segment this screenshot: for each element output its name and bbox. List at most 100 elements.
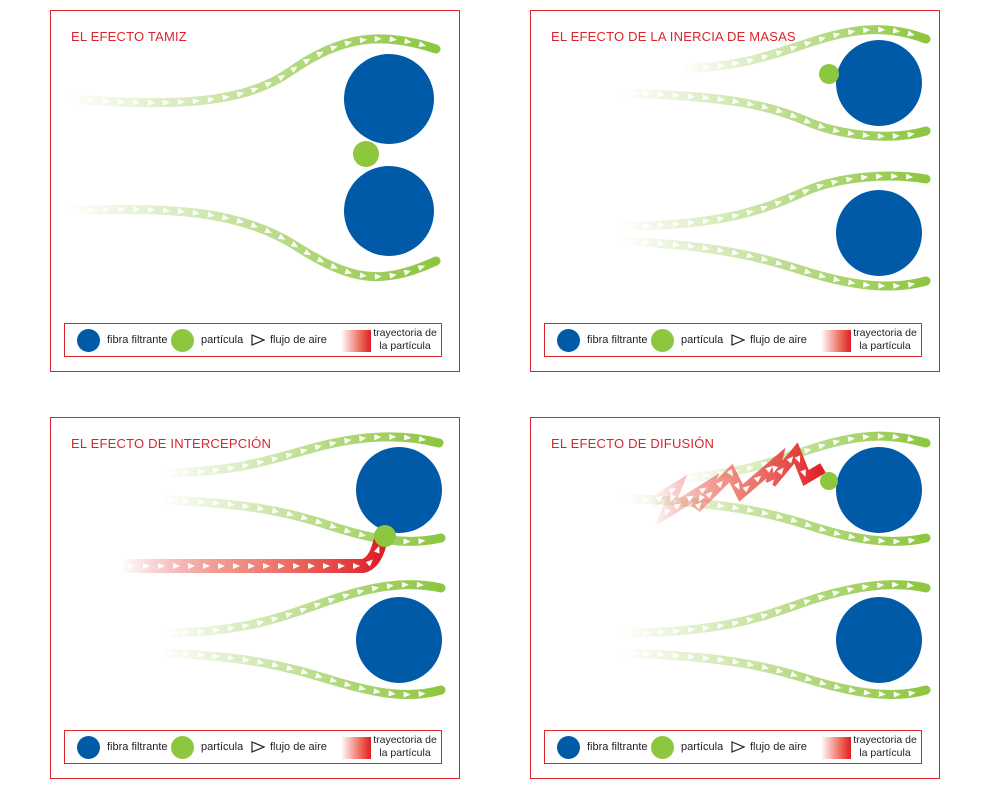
flow-arrow-marker xyxy=(746,252,754,259)
panel-tamiz: EL EFECTO TAMIZ fibra filtrante partícul… xyxy=(50,10,460,372)
flow-arrow-marker xyxy=(908,537,916,544)
legend-trajectory-line-1: trayectoria de xyxy=(853,734,917,746)
flow-arrow-marker xyxy=(860,174,869,181)
flow-arrow-marker xyxy=(342,593,350,600)
legend-particle-label: partícula xyxy=(681,334,724,346)
flow-arrow-marker xyxy=(803,117,812,124)
filter-fiber xyxy=(344,54,434,144)
flow-arrow-marker xyxy=(778,563,785,569)
flow-arrow-marker xyxy=(693,71,700,77)
flow-arrow-marker xyxy=(672,92,680,99)
flow-arrow-marker xyxy=(775,50,784,57)
legend-particle-label: partícula xyxy=(201,334,244,346)
legend-particle-swatch xyxy=(171,329,194,352)
flow-arrow-marker xyxy=(818,36,826,43)
flow-arrow-marker xyxy=(658,563,665,569)
flow-arrow-marker xyxy=(182,497,190,504)
flow-arrow-marker xyxy=(197,498,205,505)
flow-arrow-marker xyxy=(167,497,175,504)
particle xyxy=(819,64,839,84)
flow-arrow-marker xyxy=(389,36,397,43)
flow-arrow-marker xyxy=(718,563,725,569)
panel-title: EL EFECTO DE INTERCEPCIÓN xyxy=(71,436,272,451)
airflow-stream xyxy=(61,204,441,282)
flow-arrow-marker xyxy=(748,154,755,160)
flow-arrow-marker xyxy=(270,616,279,623)
airflow-stream xyxy=(616,580,931,638)
flow-arrow-marker xyxy=(343,151,350,157)
flow-arrow-marker xyxy=(768,71,775,77)
flow-arrow-marker xyxy=(278,563,285,569)
flow-arrow-marker xyxy=(657,240,665,247)
flow-arrow-marker xyxy=(143,563,150,569)
flow-arrow-marker xyxy=(717,246,725,253)
flow-arrow-marker xyxy=(358,684,366,691)
flow-arrow-marker xyxy=(717,471,725,478)
flow-arrow-marker xyxy=(892,581,900,588)
flow-arrow-marker xyxy=(905,173,914,180)
filter-fiber xyxy=(344,166,434,256)
flow-arrow-marker xyxy=(250,222,259,228)
flow-arrow-marker xyxy=(147,206,155,213)
flow-arrow-marker xyxy=(72,96,80,103)
flow-arrow-marker xyxy=(793,154,800,160)
flow-arrow-marker xyxy=(833,529,842,536)
flow-arrow-marker xyxy=(133,151,140,157)
flow-arrow-marker xyxy=(132,99,140,106)
legend-particle-swatch xyxy=(651,736,674,759)
flow-arrow-marker xyxy=(907,131,915,138)
flow-arrow-marker xyxy=(686,495,694,502)
flow-arrow-marker xyxy=(298,151,305,157)
flow-arrow-marker xyxy=(300,514,309,521)
legend-trajectory-line-1: trayectoria de xyxy=(373,327,437,339)
flow-arrow-marker xyxy=(162,99,170,106)
flow-arrow-marker xyxy=(775,513,784,519)
flow-arrow-marker xyxy=(794,455,801,464)
flow-arrow-marker xyxy=(344,40,352,47)
flow-arrow-marker xyxy=(813,71,820,77)
legend-flow-label: flujo de aire xyxy=(750,334,807,346)
flow-arrow-marker xyxy=(863,536,871,542)
flow-arrow-marker xyxy=(203,563,210,569)
flow-arrow-marker xyxy=(212,467,220,474)
legend-trajectory-line-2: la partícula xyxy=(379,747,431,759)
flow-arrow-marker xyxy=(358,531,366,538)
flow-arrow-marker xyxy=(847,279,856,286)
flow-arrow-icon xyxy=(251,334,265,346)
flow-arrow-marker xyxy=(88,151,95,157)
flow-arrow-marker xyxy=(804,268,812,274)
flow-arrow-marker xyxy=(702,218,710,225)
flow-arrow-marker xyxy=(147,99,155,106)
flow-arrow-marker xyxy=(672,241,680,248)
flow-arrow-marker xyxy=(388,151,395,157)
flow-arrow-marker xyxy=(283,151,290,157)
flow-arrow-marker xyxy=(627,650,635,657)
flow-arrow-marker xyxy=(238,151,245,157)
flow-arrow-marker xyxy=(285,452,294,459)
intercepcion-scene xyxy=(121,432,446,699)
flow-arrow-marker xyxy=(330,263,338,269)
particle-trajectory xyxy=(121,536,388,573)
flow-arrow-marker xyxy=(731,249,740,256)
filter-fiber xyxy=(356,447,442,533)
flow-arrow-marker xyxy=(877,433,885,440)
flow-arrow-marker xyxy=(271,661,280,668)
flow-arrow-marker xyxy=(778,154,785,160)
flow-arrow-marker xyxy=(833,276,841,283)
flow-arrow-marker xyxy=(846,587,855,593)
flow-arrow-marker xyxy=(117,98,125,105)
flow-arrow-marker xyxy=(803,599,811,606)
flow-arrow-marker xyxy=(823,563,830,569)
flow-arrow-marker xyxy=(128,563,135,569)
flow-arrow-marker xyxy=(313,151,320,157)
flow-arrow-marker xyxy=(192,98,200,105)
flow-arrow-marker xyxy=(642,496,650,503)
flow-arrow-marker xyxy=(702,244,710,251)
legend-fiber-swatch xyxy=(77,736,100,759)
flow-arrow-marker xyxy=(786,456,794,464)
flow-arrow-marker xyxy=(353,563,360,569)
flow-arrow-marker xyxy=(102,206,110,213)
flow-arrow-marker xyxy=(878,282,886,289)
flow-arrow-marker xyxy=(227,501,235,508)
flow-arrow-marker xyxy=(732,60,740,67)
